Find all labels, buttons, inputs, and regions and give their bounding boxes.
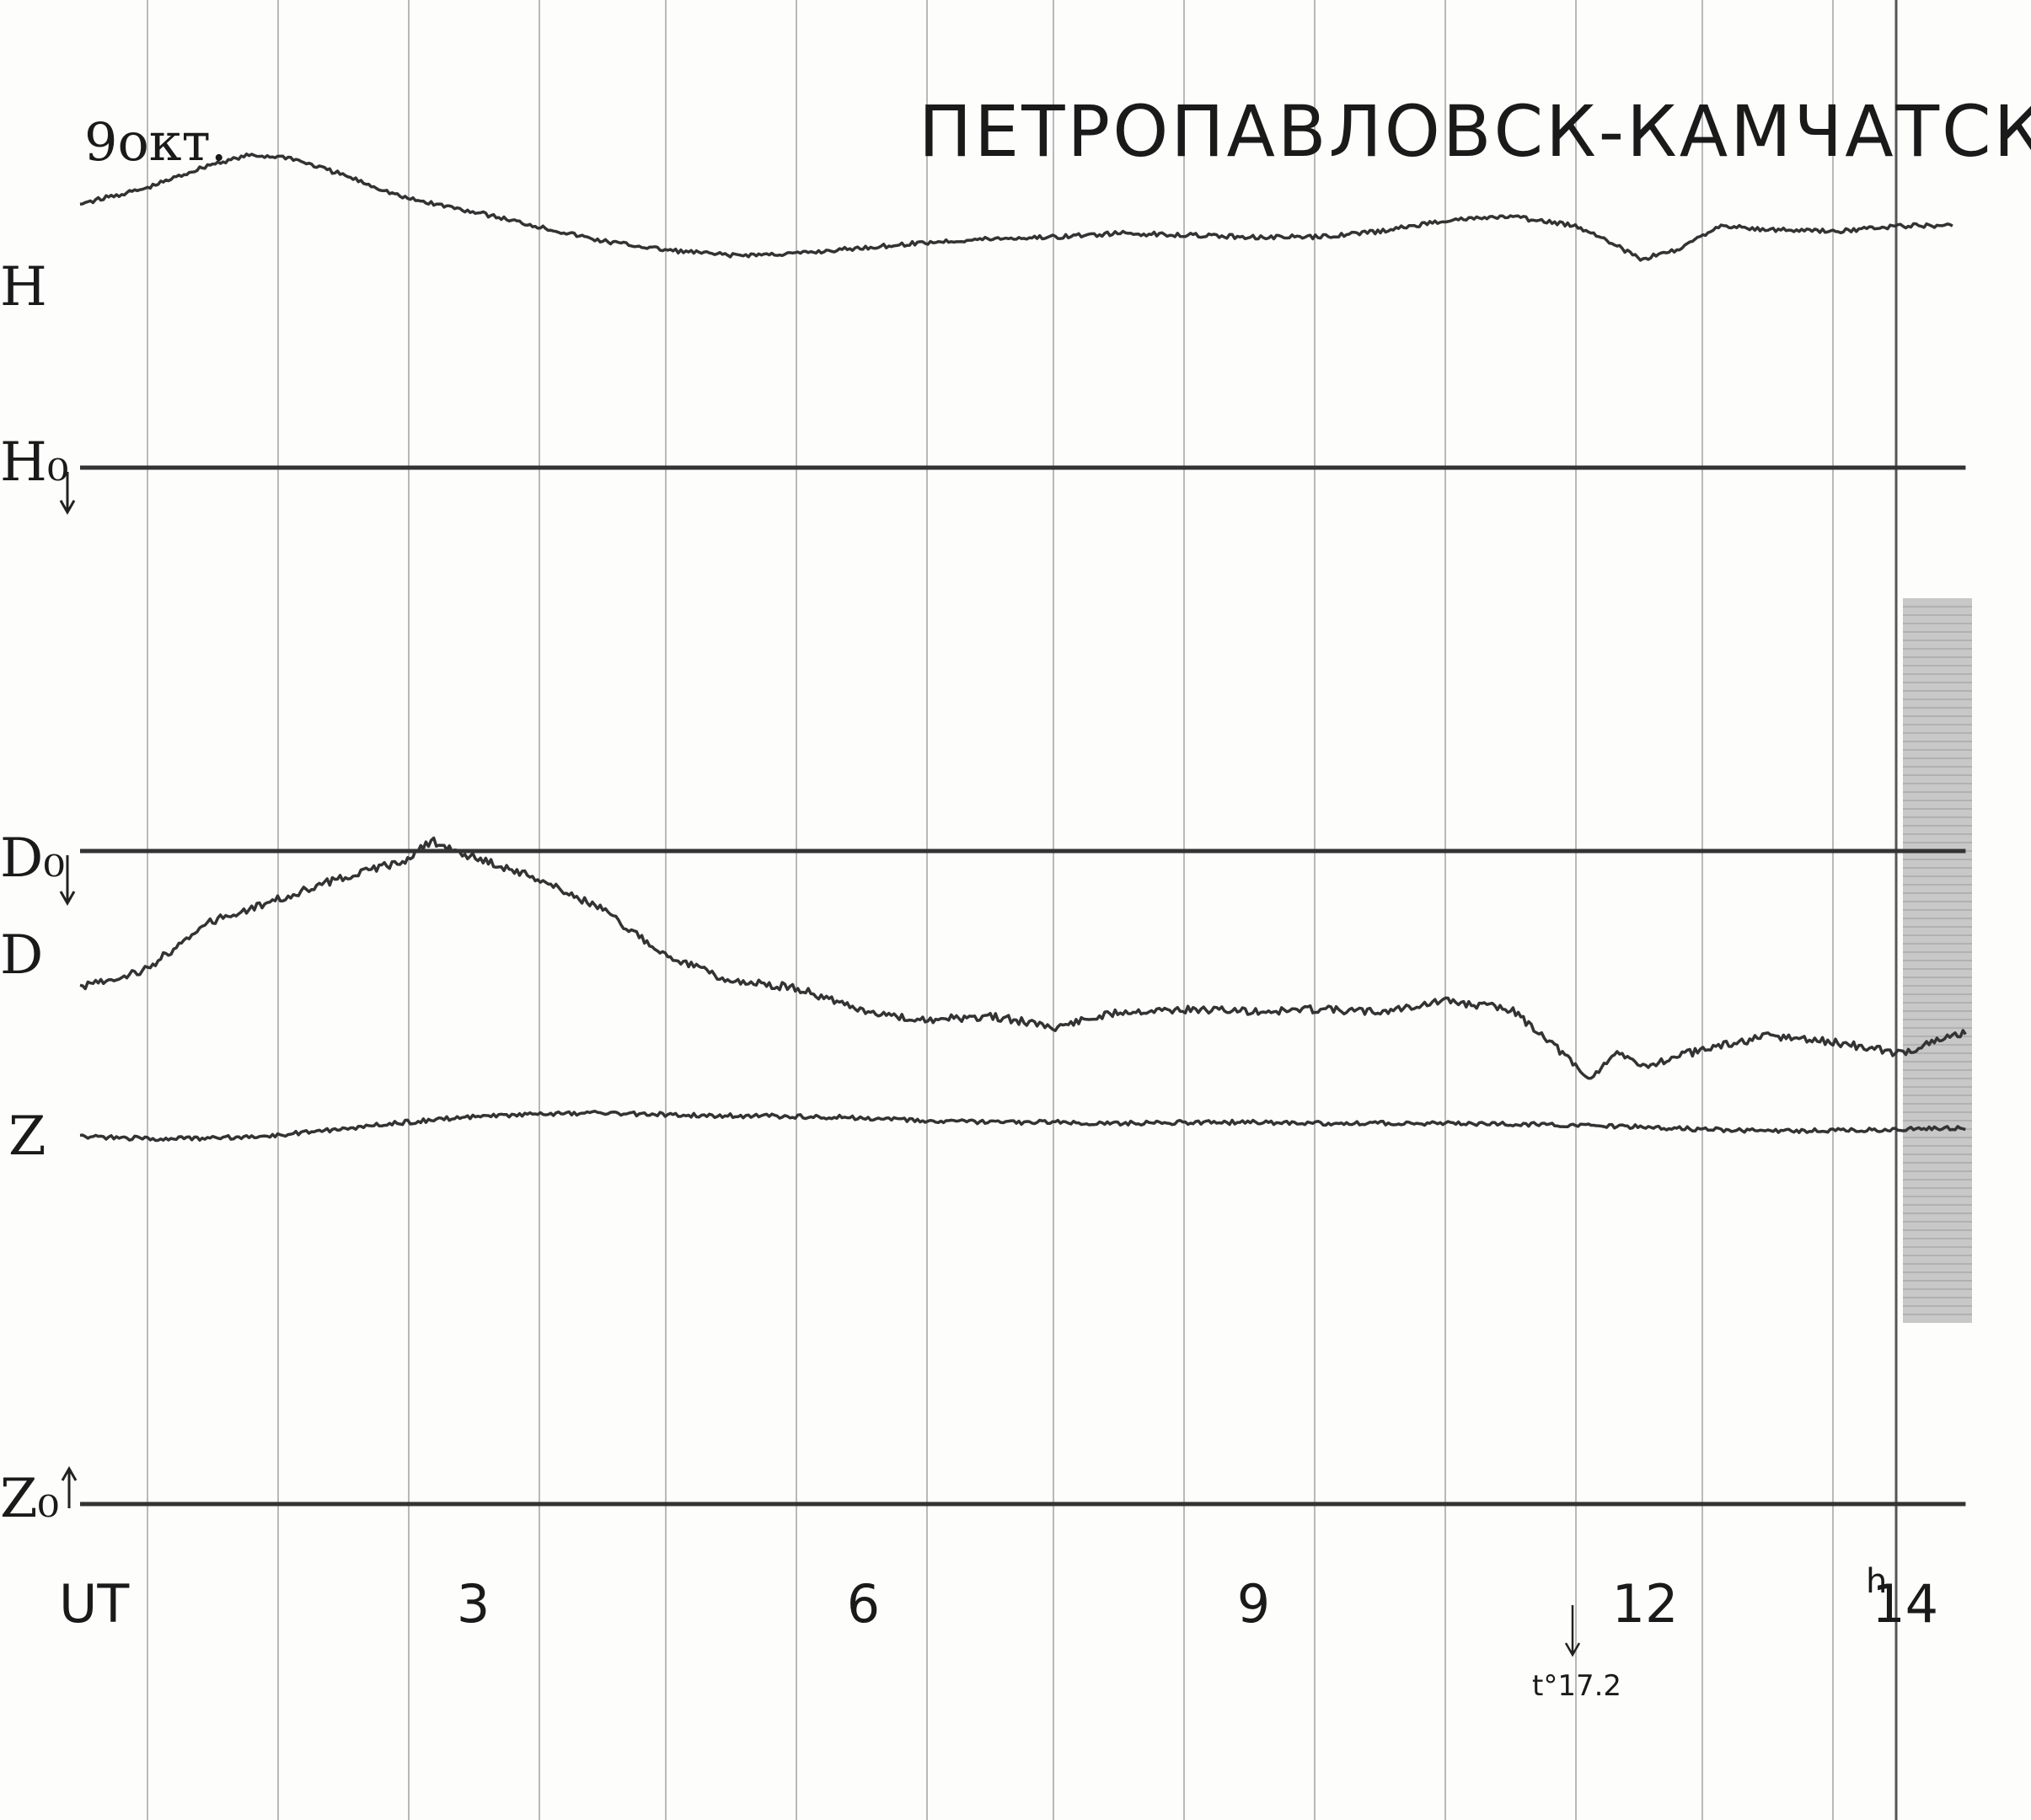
d0-arrow-down-icon [59,855,76,907]
trace-z [79,1110,1966,1143]
h0-arrow-down-icon [59,472,76,516]
record-date: 9окт. [84,111,228,173]
tick-label: 9 [1237,1573,1270,1635]
hour-grid [147,0,1898,1820]
trace-h [79,153,1953,262]
temperature-arrow-icon [1564,1605,1581,1657]
label-d: D [0,924,43,987]
label-h0: H₀ [0,431,68,494]
tick-label: 3 [457,1573,490,1635]
station-title: ПЕТРОПАВЛОВСК-КАМЧАТСКИЙ I [919,90,2031,173]
tick-label: 6 [847,1573,880,1635]
label-z: Z [8,1105,46,1168]
calibration-strip [1903,598,1972,1323]
label-z0: Z₀ [0,1468,59,1530]
trace-d [79,836,1967,1080]
z0-arrow-up-icon [61,1465,78,1508]
label-h: H [0,256,47,318]
label-d0: D₀ [0,827,65,890]
time-tick-labels: 3 6 9 12 14 [457,1573,1938,1635]
tick-label: 12 [1612,1573,1679,1635]
tick-hour-suffix: h [1866,1562,1887,1601]
tick-label: 14 [1872,1573,1938,1635]
axis-label-ut: UT [59,1573,130,1635]
temperature-note: t°17.2 [1532,1669,1621,1703]
trace-group [79,153,1967,1507]
